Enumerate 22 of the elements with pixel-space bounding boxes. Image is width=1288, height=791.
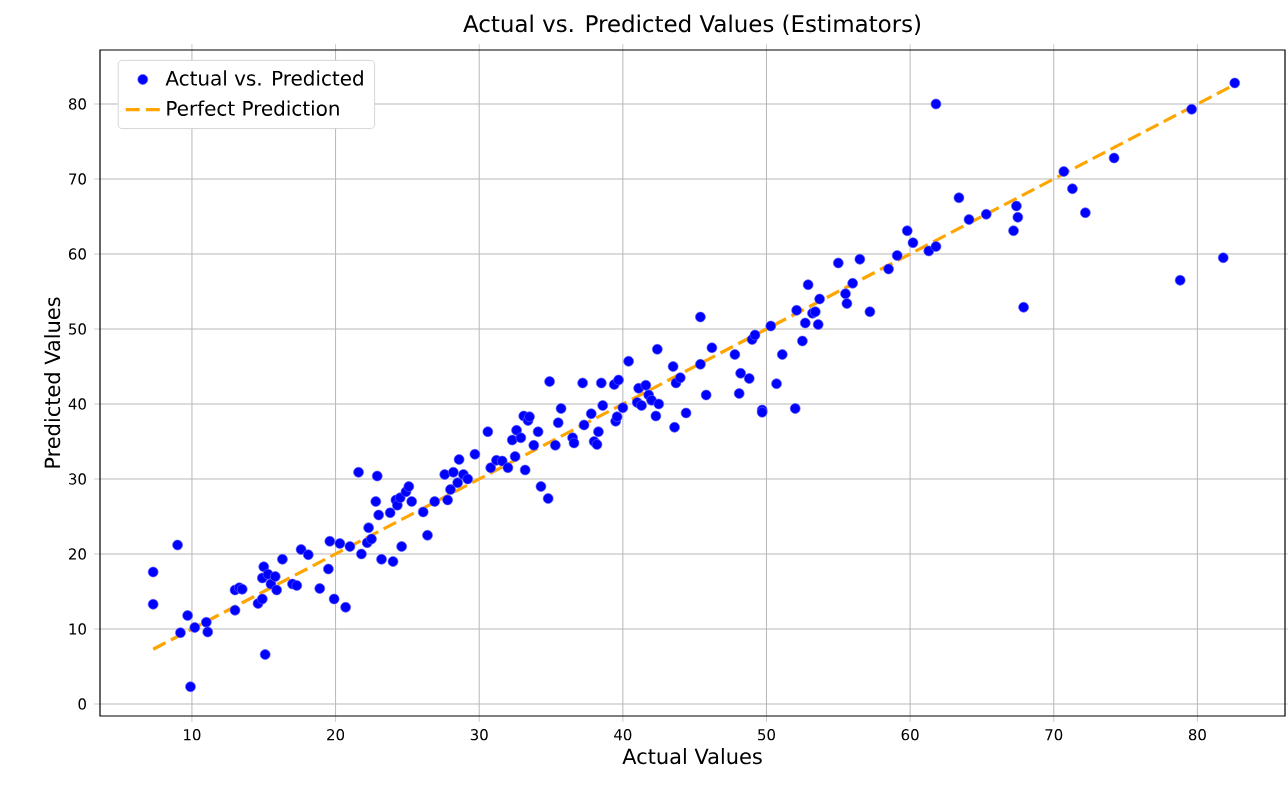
x-tick-label: 10 bbox=[184, 729, 201, 741]
legend-label: Actual vs. Predicted bbox=[165, 70, 363, 86]
x-tick-label: 80 bbox=[1188, 729, 1206, 741]
y-tick-label: 0 bbox=[78, 698, 86, 710]
chart-title: Actual vs. Predicted Values (Estimators) bbox=[463, 14, 921, 36]
y-tick-label: 30 bbox=[69, 473, 86, 485]
y-tick-label: 20 bbox=[69, 548, 86, 560]
y-tick-label: 70 bbox=[69, 173, 86, 185]
x-tick-label: 40 bbox=[614, 729, 632, 741]
y-tick-label: 50 bbox=[69, 323, 86, 335]
x-tick-label: 60 bbox=[901, 729, 919, 741]
y-tick-label: 40 bbox=[68, 398, 86, 410]
y-tick-label: 10 bbox=[69, 623, 86, 635]
x-tick-label: 70 bbox=[1045, 729, 1063, 741]
y-axis-title: Predicted Values bbox=[44, 297, 61, 468]
x-tick-label: 20 bbox=[327, 729, 345, 741]
y-tick-label: 60 bbox=[68, 248, 86, 260]
legend-label: Perfect Prediction bbox=[167, 100, 339, 116]
x-tick-label: 50 bbox=[758, 729, 775, 741]
x-axis-title: Actual Values bbox=[622, 748, 762, 765]
y-tick-label: 80 bbox=[68, 98, 86, 110]
x-tick-label: 30 bbox=[470, 729, 488, 741]
